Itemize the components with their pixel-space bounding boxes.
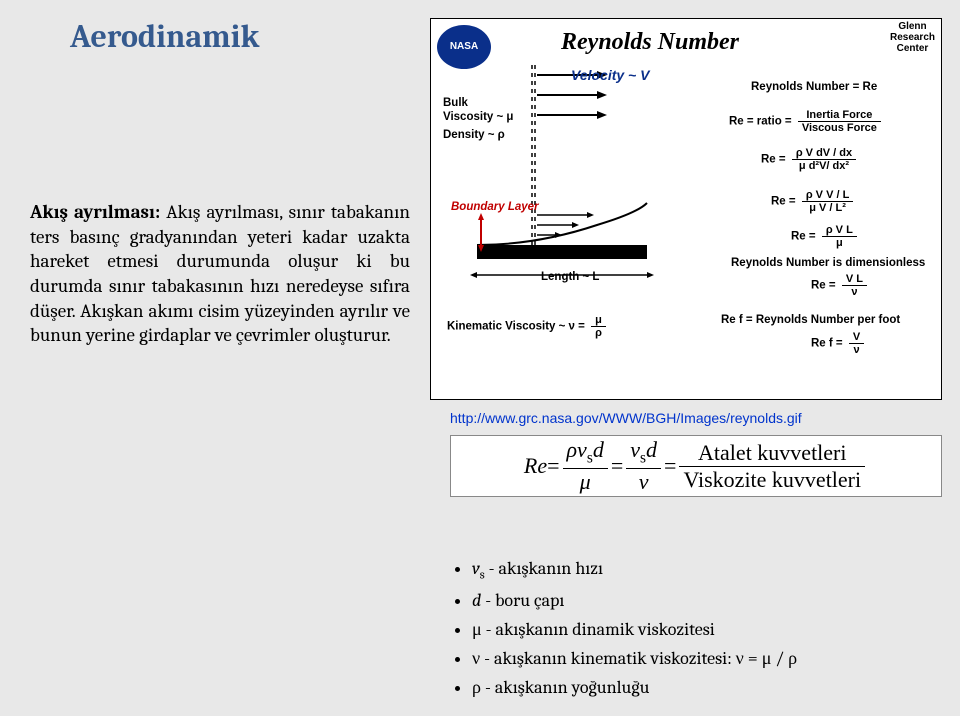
length-label: Length ~ L	[541, 271, 599, 283]
inertia-force: Inertia Force	[798, 109, 881, 122]
re-ratio-label: Re = ratio =	[729, 116, 792, 128]
velocity-label: Velocity ~ V	[571, 67, 649, 83]
re-vl-num: V L	[842, 273, 867, 286]
diagram-title: Reynolds Number	[561, 29, 739, 56]
bullet-vs: vs - akışkanın hızı	[472, 555, 797, 585]
re-formula-2: Re = ρ V V / L μ V / L²	[771, 189, 856, 214]
boundary-layer-svg	[437, 65, 697, 335]
f1-den: μ	[563, 469, 608, 495]
eq-3: =	[664, 453, 676, 479]
bullet-nu: ν - akışkanın kinematik viskozitesi: ν =…	[472, 645, 797, 672]
ref-label: Re f = Reynolds Number per foot	[721, 314, 900, 326]
grc-line-3: Center	[890, 43, 935, 54]
re-f3-num: ρ V L	[822, 224, 857, 237]
re-f1-den: μ d²V/ dx²	[792, 160, 856, 172]
density-label: Density ~ ρ	[443, 129, 505, 141]
f2-den: ν	[626, 469, 661, 495]
re-formula-3: Re = ρ V L μ	[791, 224, 860, 249]
re-formula-1: Re = ρ V dV / dx μ d²V/ dx²	[761, 147, 859, 172]
ref-den: ν	[849, 344, 864, 356]
kin-visc-label: Kinematic Viscosity ~ ν = μ ρ	[447, 314, 609, 339]
bulk-visc-label-2: Viscosity ~ μ	[443, 111, 513, 123]
re-vl: Re = V L ν	[811, 273, 870, 298]
dimless-label: Reynolds Number is dimensionless	[731, 257, 925, 269]
viscous-force: Viscous Force	[798, 122, 881, 134]
paragraph-lead: Akış ayrılması:	[30, 201, 160, 223]
nasa-logo: NASA	[437, 25, 491, 69]
kin-den: ρ	[591, 327, 606, 339]
kin-visc-text: Kinematic Viscosity ~ ν =	[447, 321, 585, 333]
main-paragraph: Akış ayrılması: Akış ayrılması, sınır ta…	[30, 200, 410, 348]
kin-num: μ	[591, 314, 606, 327]
legend-bullets: vs - akışkanın hızı d - boru çapı μ - ak…	[450, 555, 797, 703]
f3-num: Atalet kuvvetleri	[679, 440, 865, 467]
f2-num: vsd	[626, 437, 661, 468]
re-vl-den: ν	[842, 286, 867, 298]
eq-1: =	[547, 453, 559, 479]
bullet-d: d - boru çapı	[472, 587, 797, 614]
eq-2: =	[611, 453, 623, 479]
grc-label: Glenn Research Center	[890, 21, 935, 54]
f1-num: ρvsd	[563, 437, 608, 468]
source-url: http://www.grc.nasa.gov/WWW/BGH/Images/r…	[450, 410, 802, 426]
re-symbol: Re	[524, 453, 547, 479]
bulk-visc-label-1: Bulk	[443, 97, 468, 109]
grc-line-1: Glenn	[890, 21, 935, 32]
bullet-rho: ρ - akışkanın yoğunluğu	[472, 674, 797, 701]
f3-den: Viskozite kuvvetleri	[679, 467, 865, 493]
re-f1-num: ρ V dV / dx	[792, 147, 856, 160]
re-main-formula: Re = ρvsd μ = vsd ν = Atalet kuvvetleri …	[450, 435, 942, 497]
ref-num: V	[849, 331, 864, 344]
re-f2-num: ρ V V / L	[802, 189, 853, 202]
ref-formula: Re f = V ν	[811, 331, 867, 356]
boundary-label: Boundary Layer	[451, 201, 539, 213]
page-title: Aerodinamik	[70, 18, 259, 55]
reynolds-diagram-panel: NASA Reynolds Number Glenn Research Cent…	[430, 18, 942, 400]
bullet-mu: μ - akışkanın dinamik viskozitesi	[472, 616, 797, 643]
grc-line-2: Research	[890, 32, 935, 43]
re-f3-den: μ	[822, 237, 857, 249]
re-eq-re: Reynolds Number = Re	[751, 81, 877, 93]
re-f2-den: μ V / L²	[802, 202, 853, 214]
re-ratio: Re = ratio = Inertia Force Viscous Force	[729, 109, 884, 134]
